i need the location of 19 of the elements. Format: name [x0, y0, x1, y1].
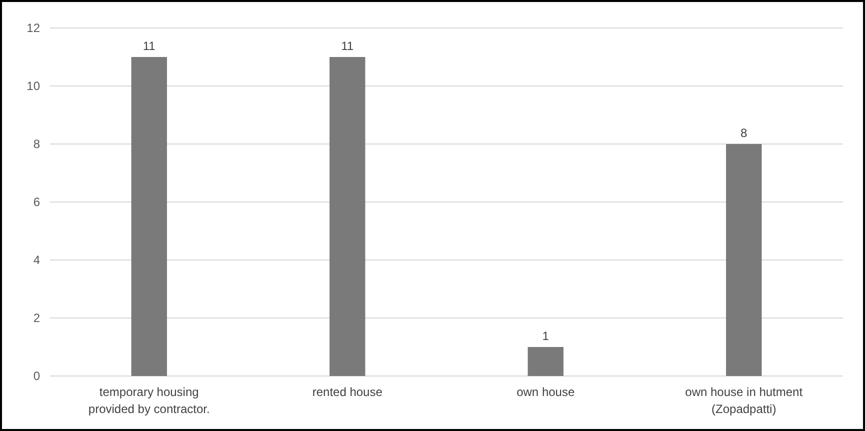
data-label: 1: [542, 329, 550, 343]
bar: [528, 347, 564, 376]
x-tick-label: rented house: [312, 385, 383, 399]
x-tick-label: own house in hutment (Zopadpatti): [685, 385, 804, 416]
y-tick-label: 12: [26, 21, 40, 35]
data-label: 11: [341, 39, 354, 53]
data-label: 8: [740, 126, 748, 140]
y-tick-label: 6: [33, 195, 40, 209]
y-tick-label: 8: [33, 137, 40, 151]
x-tick-label: temporary housing provided by contractor.: [88, 385, 210, 416]
bar: [726, 144, 762, 376]
y-tick-label: 4: [33, 253, 40, 267]
x-tick-label: own house: [516, 385, 575, 399]
y-tick-label: 10: [26, 79, 40, 93]
y-tick-label: 0: [33, 369, 40, 383]
data-label: 11: [142, 39, 156, 53]
bar: [131, 57, 167, 376]
y-tick-label: 2: [33, 311, 40, 325]
bar: [330, 57, 366, 376]
